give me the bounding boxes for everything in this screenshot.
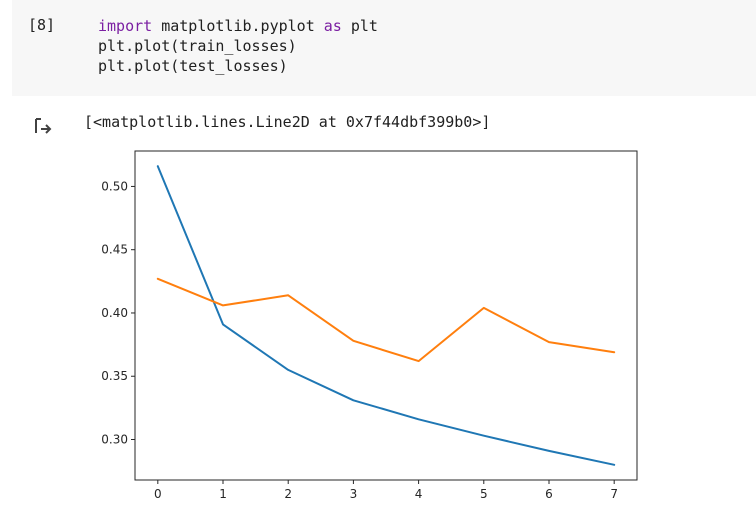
plot-frame (134, 150, 638, 481)
code-token-module: matplotlib.pyplot (152, 17, 324, 35)
code-line-3: plt.plot(test_losses) (98, 57, 288, 75)
x-tick-label: 0 (154, 487, 162, 501)
x-axis-ticks: 0 1 2 3 4 5 6 7 (154, 480, 618, 501)
chart-series (156, 165, 616, 466)
series-line-1 (156, 277, 616, 363)
y-tick-label: 0.35 (101, 369, 128, 383)
x-tick-label: 6 (545, 487, 553, 501)
x-tick-label: 3 (350, 487, 358, 501)
execution-count: [8] (28, 16, 56, 34)
x-tick-label: 4 (415, 487, 423, 501)
line-chart: 0.30 0.35 0.40 0.45 0.50 0 1 2 3 4 5 6 7 (101, 150, 638, 501)
code-cell[interactable]: [8] import matplotlib.pyplot as plt plt.… (12, 0, 756, 96)
keyword-as: as (323, 17, 342, 35)
x-tick-label: 2 (284, 487, 292, 501)
y-tick-label: 0.40 (101, 306, 128, 320)
y-axis-ticks: 0.30 0.35 0.40 0.45 0.50 (101, 179, 135, 447)
y-tick-label: 0.50 (101, 179, 128, 193)
y-tick-label: 0.30 (101, 433, 128, 447)
keyword-import: import (98, 17, 153, 35)
y-tick-label: 0.45 (101, 243, 128, 257)
x-tick-label: 1 (219, 487, 227, 501)
code-line-1: import matplotlib.pyplot as plt (98, 17, 378, 35)
code-token-alias: plt (341, 17, 378, 35)
code-editor[interactable]: import matplotlib.pyplot as plt plt.plot… (98, 16, 378, 76)
x-tick-label: 5 (480, 487, 488, 501)
output-text: [<matplotlib.lines.Line2D at 0x7f44dbf39… (84, 113, 491, 131)
output-arrow-icon[interactable] (33, 116, 53, 136)
series-line-0 (156, 165, 616, 466)
x-tick-label: 7 (610, 487, 618, 501)
code-line-2: plt.plot(train_losses) (98, 37, 297, 55)
